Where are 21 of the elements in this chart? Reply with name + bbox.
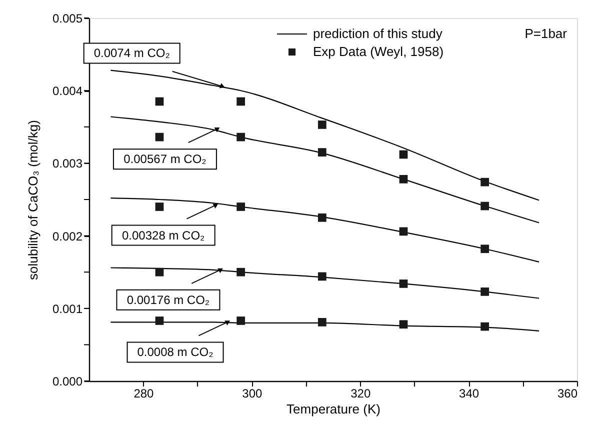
annotation: P=1bar xyxy=(524,26,568,41)
annotation: 0.0008 m CO₂ xyxy=(137,345,214,360)
legend-label: prediction of this study xyxy=(313,26,443,41)
y-tick-label: 0.002 xyxy=(52,229,83,244)
x-tick-label: 360 xyxy=(557,386,578,400)
x-axis-title: Temperature (K) xyxy=(286,402,380,416)
y-tick-label: 0.004 xyxy=(52,84,83,98)
y-tick-label: 0.003 xyxy=(52,156,83,171)
y-axis-title: solubility of CaCO₃ (mol/kg) xyxy=(25,120,40,280)
y-tick-label: 0.000 xyxy=(52,374,83,388)
x-tick-label: 280 xyxy=(134,386,154,400)
annotation: 0.00176 m CO₂ xyxy=(126,292,210,307)
y-tick-label: 0.005 xyxy=(52,12,83,26)
annotation: 0.00328 m CO₂ xyxy=(122,228,206,242)
y-tick-label: 0.001 xyxy=(52,302,83,316)
x-tick-label: 340 xyxy=(459,386,480,400)
x-tick-label: 320 xyxy=(350,386,371,400)
x-tick-label: 300 xyxy=(242,386,262,400)
legend-label: Exp Data (Weyl, 1958) xyxy=(313,44,444,59)
annotation: 0.00567 m CO₂ xyxy=(124,152,207,166)
annotation: 0.0074 m CO₂ xyxy=(94,46,170,60)
